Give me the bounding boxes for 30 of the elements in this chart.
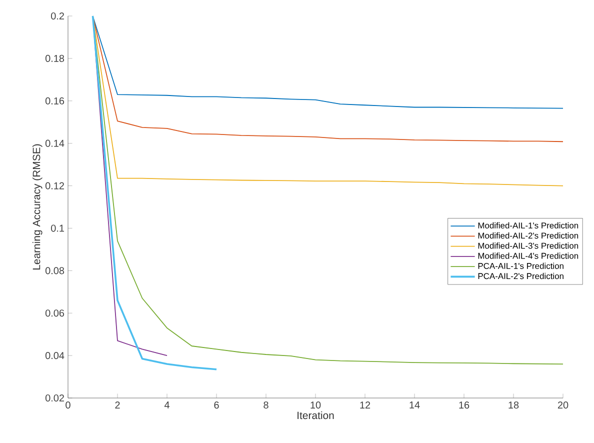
y-tick-label: 0.16 xyxy=(45,97,64,104)
y-tick-label: 0.2 xyxy=(51,12,64,20)
x-tick-label: 20 xyxy=(558,402,568,409)
legend-label: PCA-AIL-1's Prediction xyxy=(478,262,564,269)
y-tick-label: 0.18 xyxy=(45,54,64,62)
y-tick-label: 0.02 xyxy=(45,394,64,402)
y-tick-label: 0.12 xyxy=(45,182,64,190)
x-tick-label: 10 xyxy=(310,402,321,409)
x-tick-label: 4 xyxy=(164,402,170,408)
x-axis-title: Iteration xyxy=(298,411,334,420)
x-tick-label: 2 xyxy=(115,402,120,408)
legend-label: Modified-AIL-4's Prediction xyxy=(478,252,578,259)
x-tick-label: 16 xyxy=(459,402,470,409)
x-tick-label: 14 xyxy=(410,402,420,408)
legend-label: Modified-AIL-2's Prediction xyxy=(478,232,578,239)
x-tick-label: 8 xyxy=(264,402,268,409)
x-tick-label: 12 xyxy=(360,402,370,408)
y-tick-label: 0.1 xyxy=(51,224,64,232)
x-tick-label: 18 xyxy=(508,402,519,409)
x-tick-label: 0 xyxy=(66,402,70,409)
y-tick-label: 0.08 xyxy=(45,267,64,274)
legend-label: Modified-AIL-3's Prediction xyxy=(478,242,578,249)
y-axis-title: Learning Accuracy (RMSE) xyxy=(32,144,42,270)
x-tick-label: 6 xyxy=(214,402,219,409)
line-series xyxy=(92,15,218,370)
legend-label: Modified-AIL-1's Prediction xyxy=(478,222,578,228)
y-tick-label: 0.04 xyxy=(45,352,64,360)
y-tick-label: 0.14 xyxy=(45,140,64,147)
legend-label: PCA-AIL-2's Prediction xyxy=(478,272,564,280)
y-tick-label: 0.06 xyxy=(45,310,64,317)
